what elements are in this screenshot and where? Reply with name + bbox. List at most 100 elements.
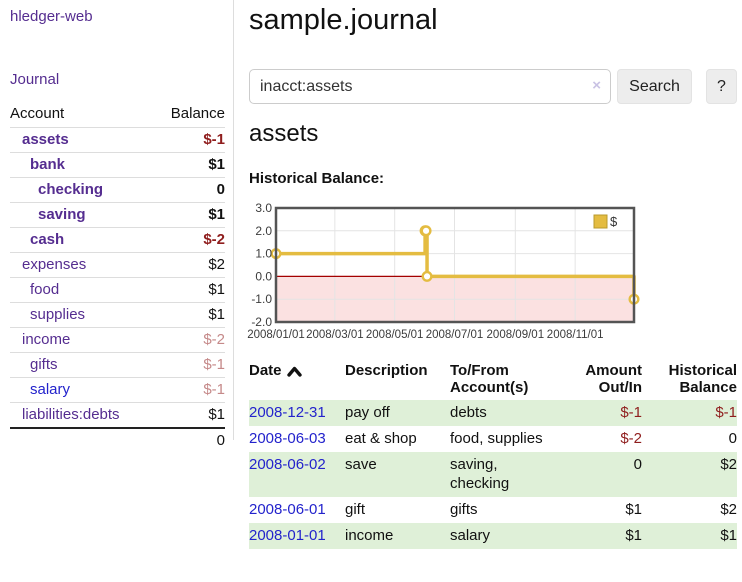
balance-column-header: Balance xyxy=(170,105,225,122)
account-balance: $1 xyxy=(208,156,225,173)
page-title: sample.journal xyxy=(249,4,438,36)
transaction-date-link[interactable]: 2008-01-01 xyxy=(249,527,326,544)
transaction-description: pay off xyxy=(345,404,390,421)
svg-text:0.0: 0.0 xyxy=(255,269,272,283)
account-link[interactable]: gifts xyxy=(30,356,58,373)
transaction-date-link[interactable]: 2008-06-02 xyxy=(249,456,326,473)
amount-header-line1: Amount xyxy=(585,362,642,379)
accounts-column-header: To/From Account(s) xyxy=(450,362,570,396)
account-link[interactable]: liabilities:debts xyxy=(22,406,120,423)
account-link[interactable]: income xyxy=(22,331,71,348)
transaction-rows: 2008-12-31 pay off debts $-1 $-1 2008-06-03 ea… xyxy=(249,400,737,549)
account-balance: $1 xyxy=(208,206,225,223)
transaction-accounts: debts xyxy=(450,404,487,421)
clear-search-icon[interactable]: × xyxy=(592,77,601,94)
amount-column-header: Amount Out/In xyxy=(570,362,642,396)
transaction-amount: $1 xyxy=(625,527,642,544)
svg-text:2.0: 2.0 xyxy=(255,224,272,238)
svg-text:2008/09/01: 2008/09/01 xyxy=(487,329,545,341)
balance-header-line1: Historical xyxy=(668,362,737,379)
account-row: supplies $1 xyxy=(10,302,225,327)
account-link[interactable]: expenses xyxy=(22,256,87,273)
transaction-amount: $1 xyxy=(625,501,642,518)
transaction-amount: 0 xyxy=(633,456,642,473)
chart-heading: Historical Balance: xyxy=(249,170,385,187)
account-link[interactable]: assets xyxy=(22,131,69,148)
transaction-description: gift xyxy=(345,501,366,518)
description-column-header: Description xyxy=(345,362,428,379)
svg-text:2008/07/01: 2008/07/01 xyxy=(426,329,484,341)
account-row: expenses $2 xyxy=(10,252,225,277)
svg-text:2008/05/01: 2008/05/01 xyxy=(366,329,424,341)
account-row: assets $-1 xyxy=(10,127,225,152)
account-view-title: assets xyxy=(249,120,319,147)
transaction-balance: 0 xyxy=(728,430,737,447)
transaction-row: 2008-12-31 pay off debts $-1 $-1 xyxy=(249,400,737,426)
sort-ascending-icon xyxy=(286,366,302,377)
svg-text:3.0: 3.0 xyxy=(255,201,272,215)
balance-column-header: Historical Balance xyxy=(642,362,737,396)
account-link[interactable]: bank xyxy=(30,156,66,173)
transaction-date-link[interactable]: 2008-06-03 xyxy=(249,430,326,447)
account-link[interactable]: salary xyxy=(30,381,71,398)
transaction-date-link[interactable]: 2008-06-01 xyxy=(249,501,326,518)
account-balance: $1 xyxy=(208,406,225,423)
account-rows: assets $-1 bank $1 checking 0 saving $1 cash $-2 e… xyxy=(10,127,225,427)
transaction-row: 2008-06-01 gift gifts $1 $2 xyxy=(249,497,737,523)
transaction-accounts: food, supplies xyxy=(450,430,543,447)
account-balance: $1 xyxy=(208,306,225,323)
account-balance: 0 xyxy=(216,181,225,198)
transaction-description: eat & shop xyxy=(345,430,417,447)
account-balance: $-2 xyxy=(203,231,225,248)
account-row: gifts $-1 xyxy=(10,352,225,377)
svg-text:-2.0: -2.0 xyxy=(251,315,272,329)
account-balance: $1 xyxy=(208,281,225,298)
transaction-row: 2008-06-03 eat & shop food, supplies $-2 0 xyxy=(249,426,737,452)
transaction-balance: $2 xyxy=(720,456,737,473)
app-brand-link[interactable]: hledger-web xyxy=(10,8,93,25)
transaction-row: 2008-01-01 income salary $1 $1 xyxy=(249,523,737,549)
account-total-row: 0 xyxy=(10,427,225,452)
transaction-date-link[interactable]: 2008-12-31 xyxy=(249,404,326,421)
account-row: checking 0 xyxy=(10,177,225,202)
search-input-wrap: × xyxy=(249,69,611,104)
sidebar-item-journal[interactable]: Journal xyxy=(10,71,60,88)
transaction-accounts: saving, checking xyxy=(450,456,510,492)
transaction-accounts: gifts xyxy=(450,501,478,518)
transaction-amount: $-2 xyxy=(620,430,642,447)
svg-text:2008/03/01: 2008/03/01 xyxy=(306,329,364,341)
account-row: bank $1 xyxy=(10,152,225,177)
account-balance: $-1 xyxy=(203,381,225,398)
account-link[interactable]: food xyxy=(30,281,60,298)
transaction-description: save xyxy=(345,456,377,473)
account-row: salary $-1 xyxy=(10,377,225,402)
account-column-header: Account xyxy=(10,105,65,122)
help-button[interactable]: ? xyxy=(706,69,737,104)
transactions-header-row: Date Description To/From Account(s) Amou… xyxy=(249,360,737,400)
account-row: food $1 xyxy=(10,277,225,302)
main-content: sample.journal × Search ? assets Histori… xyxy=(247,0,737,582)
account-balance: $-1 xyxy=(203,356,225,373)
svg-text:$: $ xyxy=(610,214,618,229)
account-link[interactable]: saving xyxy=(38,206,86,223)
account-row: cash $-2 xyxy=(10,227,225,252)
account-balance: $-1 xyxy=(203,131,225,148)
search-input[interactable] xyxy=(249,69,611,104)
svg-text:2008/01/01: 2008/01/01 xyxy=(247,329,305,341)
account-link[interactable]: checking xyxy=(38,181,104,198)
balance-header-line2: Balance xyxy=(679,379,737,396)
transaction-row: 2008-06-02 save saving, checking 0 $2 xyxy=(249,452,737,497)
accounts-header-line1: To/From xyxy=(450,362,509,379)
sidebar-divider xyxy=(233,0,234,440)
date-sort-header[interactable]: Date xyxy=(249,362,345,379)
account-balance: $2 xyxy=(208,256,225,273)
account-link[interactable]: supplies xyxy=(30,306,86,323)
account-link[interactable]: cash xyxy=(30,231,65,248)
account-balance-table: Account Balance assets $-1 bank $1 checking 0… xyxy=(10,103,225,452)
transaction-balance: $2 xyxy=(720,501,737,518)
date-column-header: Date xyxy=(249,362,282,379)
transaction-description: income xyxy=(345,527,394,544)
svg-text:1.0: 1.0 xyxy=(255,247,272,261)
search-button[interactable]: Search xyxy=(617,69,692,104)
